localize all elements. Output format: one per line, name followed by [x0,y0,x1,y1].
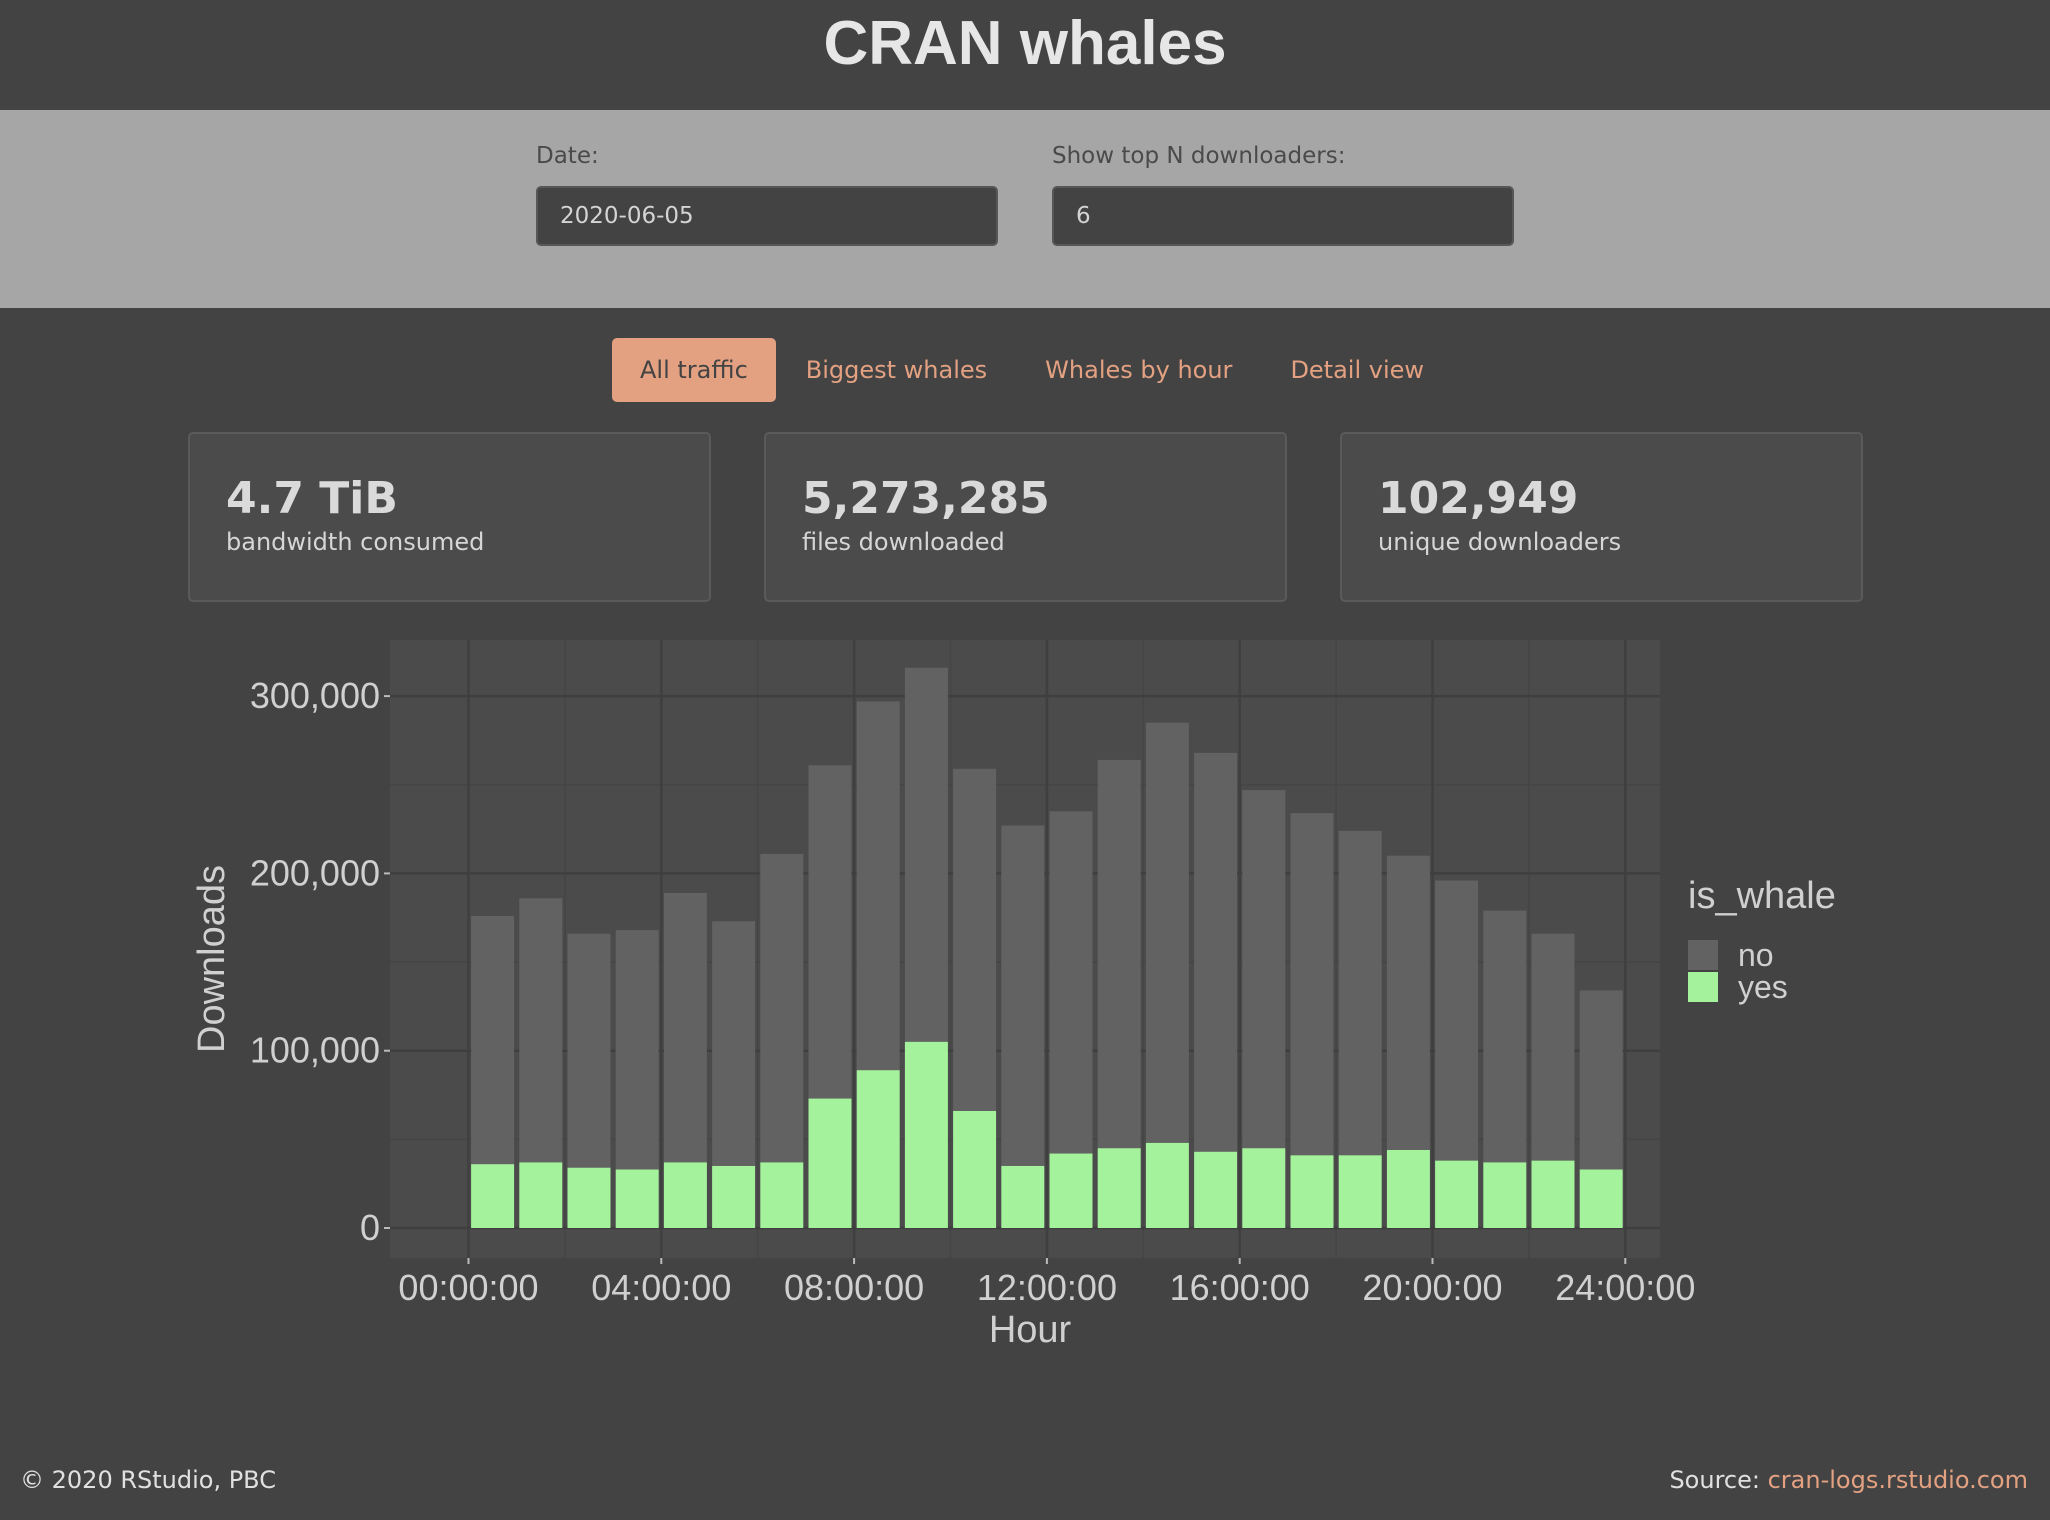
x-tick-label: 16:00:00 [1170,1267,1310,1308]
y-tick-label: 100,000 [250,1030,380,1071]
controls-panel: Date: 2020-06-05 Show top N downloaders:… [0,110,2050,308]
bar-no-7 [808,765,852,1099]
x-tick-label: 12:00:00 [977,1267,1117,1308]
bar-no-18 [1338,830,1382,1156]
bar-no-4 [663,892,707,1163]
bar-yes-5 [712,1165,756,1228]
bar-no-13 [1097,759,1141,1149]
bar-yes-18 [1338,1155,1382,1228]
bar-yes-22 [1531,1160,1575,1228]
bar-no-0 [471,915,515,1165]
date-label: Date: [536,143,599,169]
bar-yes-2 [567,1167,611,1228]
y-tick-label: 300,000 [250,675,380,716]
stat-label: unique downloaders [1378,528,1622,556]
bar-no-20 [1435,880,1479,1161]
bar-no-22 [1531,933,1575,1161]
tab-biggest-whales[interactable]: Biggest whales [805,356,988,384]
bar-no-11 [1001,825,1045,1166]
topn-label: Show top N downloaders: [1052,143,1346,169]
legend-key-no [1688,940,1718,970]
tab-detail-view[interactable]: Detail view [1290,356,1425,384]
x-tick-label: 20:00:00 [1362,1267,1502,1308]
bar-no-19 [1386,855,1430,1150]
source-label: Source: [1669,1466,1768,1494]
tab-all-traffic[interactable]: All traffic [612,338,776,402]
bar-no-15 [1194,752,1238,1152]
bar-yes-4 [663,1162,707,1228]
bar-yes-19 [1386,1149,1430,1228]
bar-no-23 [1579,990,1623,1170]
date-input[interactable]: 2020-06-05 [536,186,998,246]
stat-label: files downloaded [802,528,1005,556]
x-tick-label: 24:00:00 [1555,1267,1695,1308]
bar-no-21 [1483,910,1527,1163]
x-tick-label: 00:00:00 [398,1267,538,1308]
bar-no-3 [615,930,659,1170]
bar-yes-9 [904,1041,948,1228]
bar-yes-0 [471,1164,515,1228]
stat-label: bandwidth consumed [226,528,485,556]
stat-card-bandwidth: 4.7 TiB bandwidth consumed [188,432,711,602]
bar-no-1 [519,898,563,1163]
tab-whales-by-hour[interactable]: Whales by hour [1045,356,1233,384]
legend-key-yes [1688,972,1718,1002]
bar-yes-3 [615,1169,659,1228]
x-tick-label: 08:00:00 [784,1267,924,1308]
stat-value: 4.7 TiB [226,473,398,524]
bar-yes-13 [1097,1148,1141,1228]
bar-yes-17 [1290,1155,1334,1228]
bar-no-8 [856,701,900,1071]
source-link[interactable]: cran-logs.rstudio.com [1767,1466,2028,1494]
bar-yes-21 [1483,1162,1527,1228]
bar-no-12 [1049,811,1093,1154]
bar-no-16 [1242,790,1286,1149]
bar-yes-7 [808,1098,852,1228]
bar-yes-15 [1194,1151,1238,1228]
y-axis-title: Downloads [191,865,233,1053]
stat-value: 102,949 [1378,473,1579,524]
y-tick-label: 0 [360,1207,380,1248]
stat-value: 5,273,285 [802,473,1050,524]
bar-yes-8 [856,1070,900,1228]
bar-yes-20 [1435,1160,1479,1228]
topn-control: Show top N downloaders: 6 [1052,140,1514,246]
page-title: CRAN whales [823,9,1227,78]
bar-no-6 [760,853,804,1163]
source-credit: Source: cran-logs.rstudio.com [1669,1466,2028,1494]
bar-no-10 [953,768,997,1111]
bar-yes-23 [1579,1169,1623,1228]
bar-yes-10 [953,1110,997,1228]
bar-yes-14 [1145,1142,1189,1228]
bar-yes-16 [1242,1148,1286,1228]
bar-yes-12 [1049,1153,1093,1228]
y-tick-label: 200,000 [250,852,380,893]
x-axis-title: Hour [989,1309,1072,1350]
tab-bar: All traffic Biggest whales Whales by hou… [612,338,1454,402]
stat-card-downloaders: 102,949 unique downloaders [1340,432,1863,602]
bar-no-2 [567,933,611,1168]
bar-no-17 [1290,813,1334,1156]
stat-card-files: 5,273,285 files downloaded [764,432,1287,602]
legend-label-yes: yes [1738,969,1788,1005]
bar-no-5 [712,921,756,1166]
bar-yes-6 [760,1162,804,1228]
x-tick-label: 04:00:00 [591,1267,731,1308]
bar-no-14 [1145,722,1189,1143]
topn-input[interactable]: 6 [1052,186,1514,246]
legend-title: is_whale [1688,875,1836,917]
bar-yes-1 [519,1162,563,1228]
date-control: Date: 2020-06-05 [536,140,998,246]
legend-label-no: no [1738,937,1774,973]
bar-no-9 [904,667,948,1042]
downloads-by-hour-chart: 0 100,000 200,000 300,000 00:00:00 04:00:00 08… [191,640,1836,1350]
bar-yes-11 [1001,1165,1045,1228]
copyright: © 2020 RStudio, PBC [20,1466,276,1494]
